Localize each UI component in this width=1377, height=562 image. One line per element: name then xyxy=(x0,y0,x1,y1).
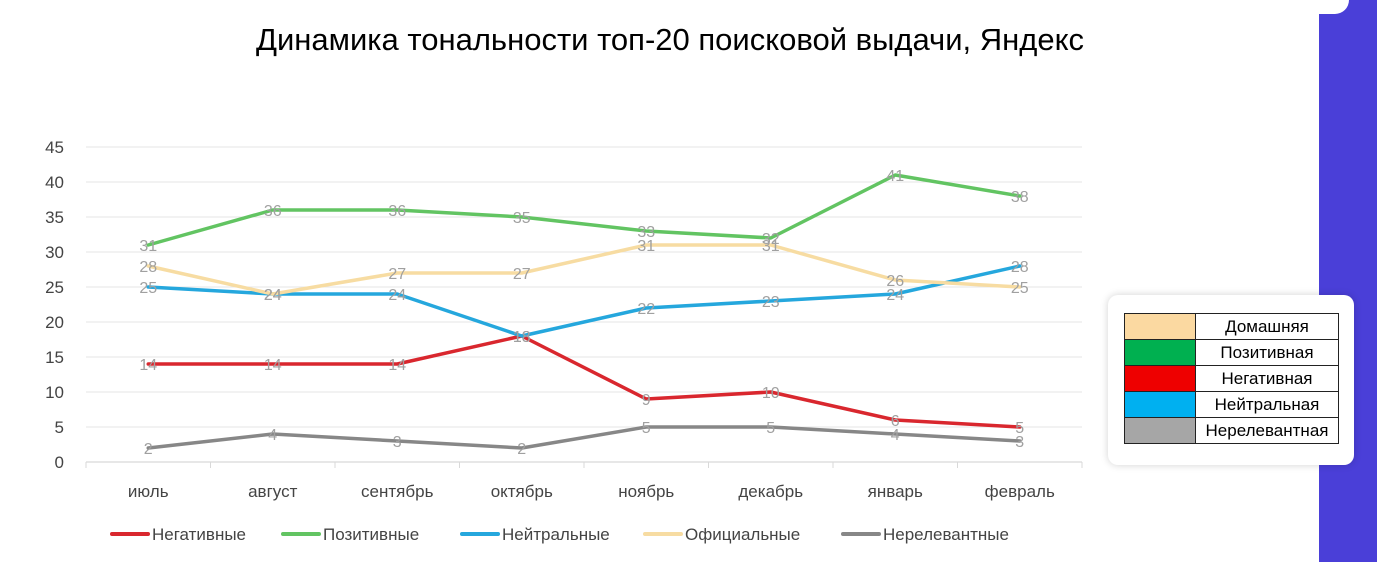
data-label: 14 xyxy=(264,357,282,374)
chart-title: Динамика тональности топ-20 поисковой вы… xyxy=(256,22,1084,57)
data-label: 2 xyxy=(144,441,153,458)
data-label: 23 xyxy=(762,294,780,311)
legend-table-swatch xyxy=(1124,313,1196,340)
legend-table-label: Негативная xyxy=(1195,365,1339,392)
legend-table-row: Позитивная xyxy=(1124,339,1339,366)
series-line-3 xyxy=(146,243,1022,296)
series-line-4 xyxy=(146,425,1022,450)
x-tick-label: октябрь xyxy=(491,482,553,501)
y-axis-ticks: 0 5 10 15 20 25 30 35 40 45 xyxy=(45,138,64,472)
data-label: 28 xyxy=(1011,259,1029,276)
data-label: 25 xyxy=(1011,280,1029,297)
legend-label: Негативные xyxy=(152,525,246,544)
grid-lines xyxy=(86,146,1082,463)
data-label: 33 xyxy=(637,224,655,241)
x-tick-label: август xyxy=(248,482,297,501)
y-tick-label: 0 xyxy=(55,453,64,472)
legend-table-swatch xyxy=(1124,365,1196,392)
data-label: 5 xyxy=(642,420,651,437)
data-label: 24 xyxy=(264,287,282,304)
tonality-legend-card: Домашняя Позитивная Негативная Нейтральная Н… xyxy=(1108,295,1354,465)
legend-label: Нейтральные xyxy=(502,525,610,544)
data-label: 27 xyxy=(388,266,406,283)
x-tick-label: июль xyxy=(128,482,169,501)
legend-table-row: Нерелевантная xyxy=(1124,417,1339,444)
data-label: 18 xyxy=(513,329,531,346)
x-tick-label: декабрь xyxy=(738,482,803,501)
data-label: 24 xyxy=(264,287,282,304)
data-label: 10 xyxy=(762,385,780,402)
data-label: 28 xyxy=(139,259,157,276)
chart-legend: Негативные Позитивные Нейтральные Официальн… xyxy=(110,525,1009,544)
y-tick-label: 25 xyxy=(45,278,64,297)
data-label: 36 xyxy=(264,203,282,220)
legend-table-label: Нейтральная xyxy=(1195,391,1339,418)
y-tick-label: 10 xyxy=(45,383,64,402)
x-tick-label: февраль xyxy=(985,482,1055,501)
y-tick-label: 45 xyxy=(45,138,64,157)
legend-label: Нерелевантные xyxy=(883,525,1009,544)
legend-table-swatch xyxy=(1124,417,1196,444)
legend-label: Позитивные xyxy=(323,525,419,544)
y-tick-label: 5 xyxy=(55,418,64,437)
data-label: 24 xyxy=(388,287,406,304)
data-label: 31 xyxy=(637,238,655,255)
x-axis-ticks: июль август сентябрь октябрь ноябрь декабрь ян… xyxy=(85,462,1083,501)
data-label: 6 xyxy=(891,413,900,430)
tonality-legend-table: Домашняя Позитивная Негативная Нейтральная Н… xyxy=(1124,313,1339,444)
data-label: 26 xyxy=(886,273,904,290)
legend-table-label: Позитивная xyxy=(1195,339,1339,366)
y-tick-label: 15 xyxy=(45,348,64,367)
data-label: 14 xyxy=(388,357,406,374)
data-label: 22 xyxy=(637,301,655,318)
x-tick-label: ноябрь xyxy=(618,482,674,501)
data-label: 25 xyxy=(139,280,157,297)
data-label: 36 xyxy=(388,203,406,220)
data-label: 31 xyxy=(762,238,780,255)
data-label: 4 xyxy=(891,427,900,444)
series-lines xyxy=(146,173,1022,450)
x-tick-label: сентябрь xyxy=(361,482,434,501)
data-label: 3 xyxy=(1015,434,1024,451)
data-label: 27 xyxy=(513,266,531,283)
data-label: 5 xyxy=(766,420,775,437)
data-label: 5 xyxy=(1015,420,1024,437)
y-tick-label: 30 xyxy=(45,243,64,262)
data-label: 24 xyxy=(886,287,904,304)
legend-table-swatch xyxy=(1124,391,1196,418)
legend-label: Официальные xyxy=(685,525,800,544)
data-label: 3 xyxy=(393,434,402,451)
data-label: 38 xyxy=(1011,189,1029,206)
data-label: 31 xyxy=(139,238,157,255)
data-label: 32 xyxy=(762,231,780,248)
series-line-2 xyxy=(146,264,1022,338)
legend-table-row: Домашняя xyxy=(1124,313,1339,340)
data-label: 4 xyxy=(268,427,277,444)
legend-table-row: Негативная xyxy=(1124,365,1339,392)
data-label: 18 xyxy=(513,329,531,346)
data-label: 14 xyxy=(139,357,157,374)
y-tick-label: 20 xyxy=(45,313,64,332)
legend-table-row: Нейтральная xyxy=(1124,391,1339,418)
data-label: 9 xyxy=(642,392,651,409)
data-label: 41 xyxy=(886,168,904,185)
data-label: 2 xyxy=(517,441,526,458)
x-tick-label: январь xyxy=(868,482,923,501)
data-label: 35 xyxy=(513,210,531,227)
series-line-1 xyxy=(146,173,1022,247)
y-tick-label: 35 xyxy=(45,208,64,227)
y-tick-label: 40 xyxy=(45,173,64,192)
series-line-0 xyxy=(146,334,1022,429)
legend-table-swatch xyxy=(1124,339,1196,366)
side-accent-bar xyxy=(1319,0,1377,562)
legend-table-label: Нерелевантная xyxy=(1195,417,1339,444)
legend-table-label: Домашняя xyxy=(1195,313,1339,340)
